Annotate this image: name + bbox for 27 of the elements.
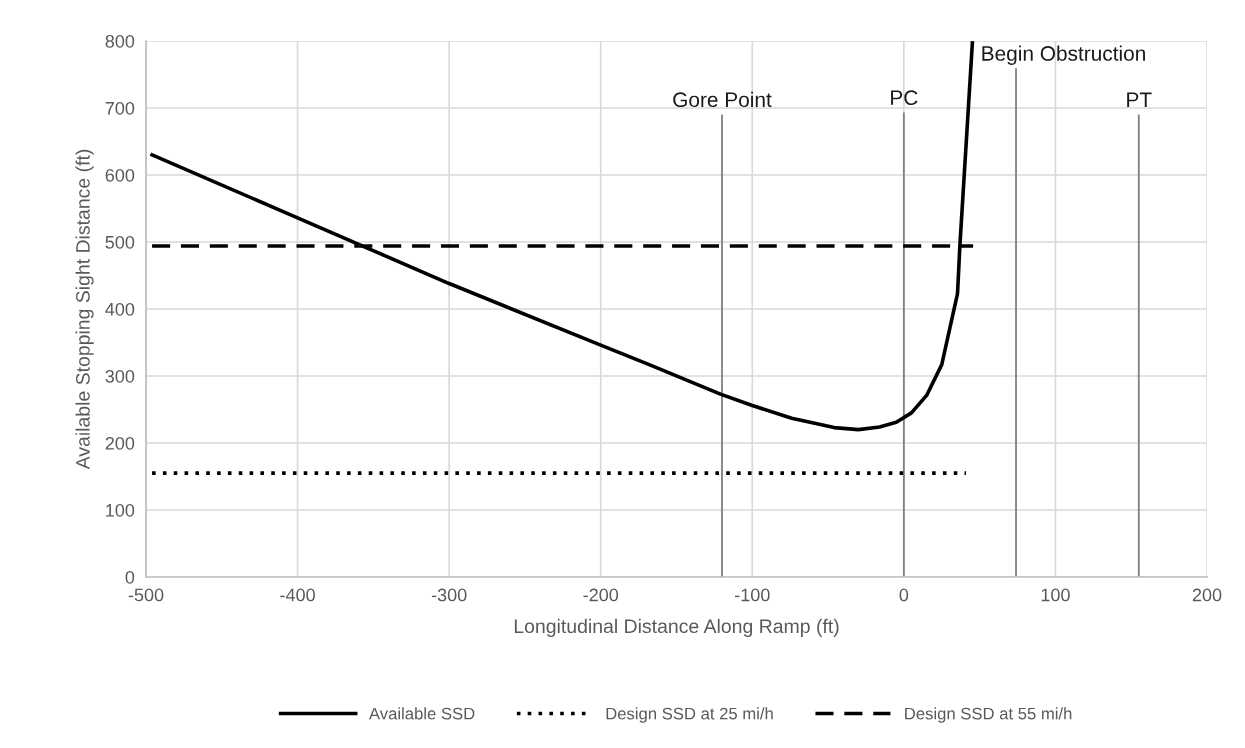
y-tick-label: 200	[105, 436, 135, 450]
x-tick-label: -400	[280, 588, 315, 602]
legend-label: Design SSD at 25 mi/h	[606, 707, 773, 723]
y-tick-label: 400	[105, 302, 135, 316]
legend-label: Available SSD	[368, 707, 475, 720]
y-tick-label: 100	[106, 503, 135, 517]
x-tick-label: -100	[735, 588, 770, 602]
x-tick-label: 0	[899, 588, 909, 602]
y-tick-label: 500	[105, 235, 135, 249]
annotation: Begin Obstruction	[982, 45, 1145, 65]
x-axis-title: Longitudinal Distance Along Ramp (ft)	[514, 618, 839, 637]
y-axis-title: Available Stopping Sight Distance (ft)	[75, 149, 94, 470]
annotation: PT	[1127, 92, 1152, 107]
y-tick-label: 300	[105, 369, 135, 383]
x-tick-label: -300	[431, 588, 467, 602]
x-tick-label: -500	[128, 588, 164, 602]
line-series	[150, 41, 975, 432]
y-tick-label: 0	[125, 570, 135, 584]
legend-label: Design SSD at 55 mi/h	[905, 707, 1072, 723]
y-tick-label: 800	[105, 34, 135, 48]
y-tick-label: 700	[105, 101, 135, 115]
y-tick-label: 600	[105, 168, 135, 182]
x-tick-label: 200	[1192, 588, 1222, 602]
x-tick-label: 100	[1041, 588, 1070, 602]
x-tick-label: -200	[583, 588, 619, 602]
annotation: Gore Point	[673, 91, 772, 108]
annotation: PC	[891, 90, 918, 106]
